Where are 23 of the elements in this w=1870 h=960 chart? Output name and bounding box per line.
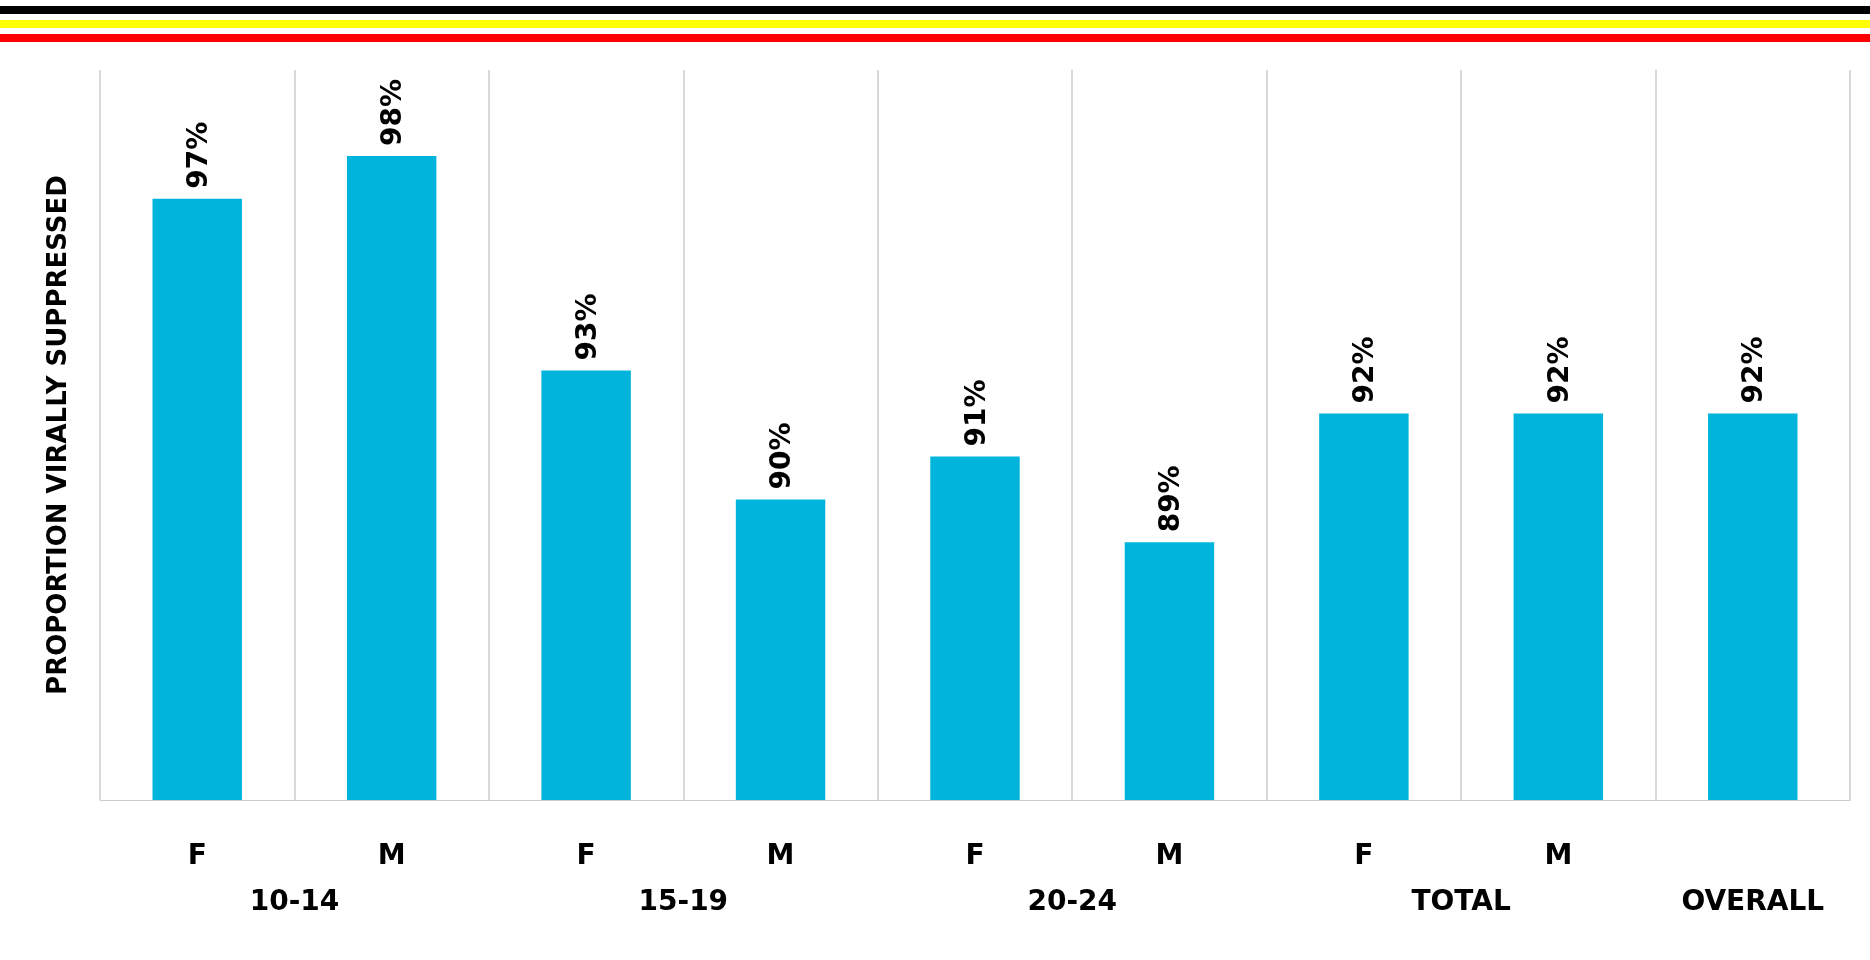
x-tick-label: F	[187, 837, 207, 871]
x-tick-label: M	[1544, 837, 1573, 871]
x-tick-label: M	[377, 837, 406, 871]
data-label: 97%	[180, 121, 214, 189]
text: 15-19	[638, 883, 729, 917]
x-tick-label: F	[965, 837, 985, 871]
data-label: 92%	[1541, 336, 1575, 404]
x-tick-label: F	[576, 837, 596, 871]
data-label: 89%	[1152, 465, 1186, 533]
x-tick-label: M	[1155, 837, 1184, 871]
data-label: 91%	[958, 379, 992, 447]
x-tick-label: M	[766, 837, 795, 871]
text: OVERALL	[1681, 883, 1825, 917]
data-label: 92%	[1347, 336, 1381, 404]
y-axis-title: PROPORTION VIRALLY SUPPRESSED	[42, 175, 72, 695]
x-tick-label: F	[1354, 837, 1374, 871]
text: 10-14	[249, 883, 340, 917]
data-label: 98%	[375, 78, 409, 146]
data-label: 92%	[1736, 336, 1770, 404]
data-label: 90%	[764, 422, 798, 490]
text: 20-24	[1027, 883, 1117, 917]
data-label: 93%	[569, 293, 603, 361]
text: TOTAL	[1411, 883, 1511, 917]
